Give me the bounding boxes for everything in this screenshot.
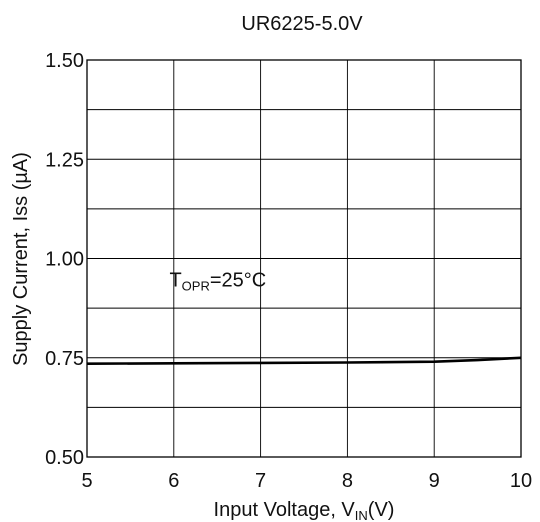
series-lines bbox=[86, 356, 522, 365]
y-tick-label-0: 0.50 bbox=[45, 447, 84, 469]
y-tick-label-1: 0.75 bbox=[45, 348, 84, 370]
x-tick-label-0: 5 bbox=[81, 470, 92, 492]
x-tick-label-3: 8 bbox=[342, 470, 353, 492]
chart-title: UR6225-5.0V bbox=[241, 13, 363, 35]
plot-frame bbox=[86, 59, 522, 458]
y-tick-label-4: 1.50 bbox=[45, 50, 84, 72]
x-tick-label-5: 10 bbox=[510, 470, 532, 492]
y-axis-label: Supply Current, Iss (µA) bbox=[10, 152, 32, 366]
grid bbox=[86, 59, 522, 458]
series-line-0 bbox=[86, 356, 522, 365]
y-tick-label-2: 1.00 bbox=[45, 249, 84, 271]
x-tick-label-2: 7 bbox=[255, 470, 266, 492]
x-axis-label: Input Voltage, VIN(V) bbox=[214, 499, 395, 522]
y-tick-label-3: 1.25 bbox=[45, 149, 84, 171]
tick-labels: 5 6 7 8 9 10 0.50 0.75 1.00 1.25 1.50 bbox=[45, 50, 532, 492]
x-tick-label-4: 9 bbox=[429, 470, 440, 492]
x-tick-label-1: 6 bbox=[168, 470, 179, 492]
annotation-temperature: TOPR=25°C bbox=[169, 269, 266, 293]
